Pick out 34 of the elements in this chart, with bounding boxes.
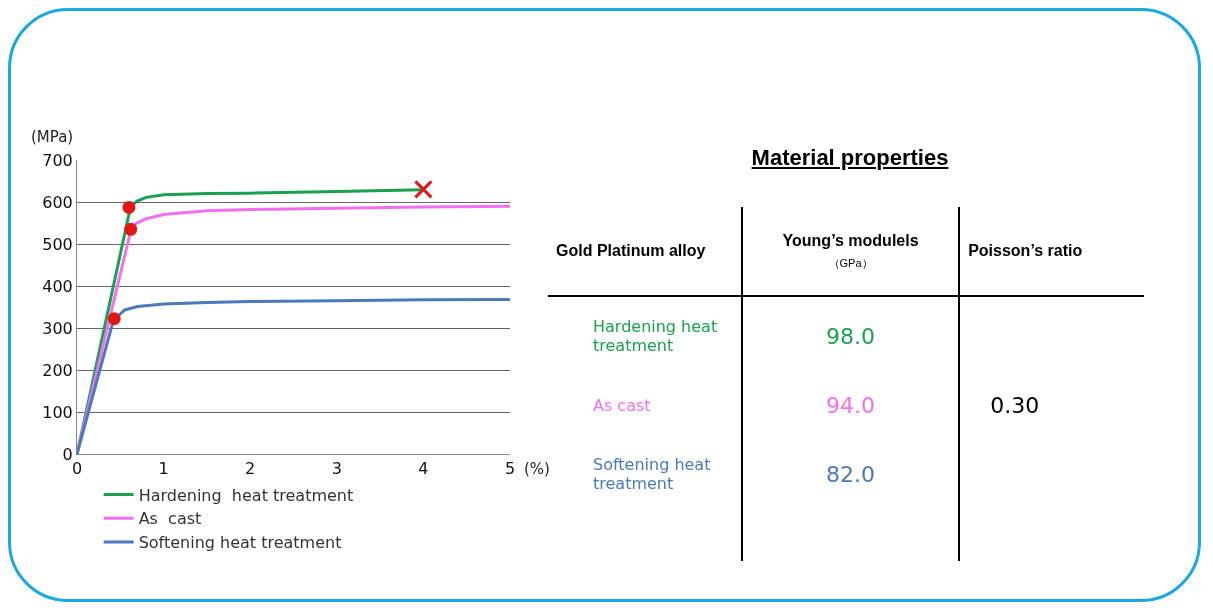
- y-tick-label: 400: [42, 276, 73, 296]
- text: 82.0: [826, 461, 876, 487]
- text: 94.0: [826, 392, 876, 418]
- legend-label: Hardening heat treatment: [138, 485, 354, 505]
- category-label: Hardening heat treatment: [592, 316, 719, 357]
- text: （GPa）: [827, 255, 874, 271]
- text: Young’s modulels: [782, 231, 919, 249]
- category-label: As cast: [592, 394, 652, 417]
- y-tick-label: 600: [42, 192, 73, 212]
- y-tick-label: 500: [42, 234, 73, 254]
- x-tick-label: 4: [418, 459, 429, 479]
- x-axis-title: (%): [524, 460, 550, 478]
- x-tick-label: 2: [245, 459, 256, 479]
- text: Poisson’s ratio: [959, 207, 1144, 296]
- x-tick-label: 3: [331, 459, 342, 479]
- point: [107, 312, 121, 326]
- y-axis-title: (MPa): [31, 128, 74, 146]
- text: 0.30: [989, 391, 1041, 420]
- point: [413, 179, 433, 199]
- y-tick-label: 100: [42, 402, 73, 422]
- legend-label: Softening heat treatment: [138, 533, 342, 553]
- text: 98.0: [826, 323, 876, 349]
- text: Material properties: [750, 145, 950, 171]
- y-tick-label: 300: [42, 318, 73, 338]
- category-label: Softening heat treatment: [592, 454, 712, 495]
- point: [124, 222, 138, 236]
- legend-label: As cast: [138, 509, 202, 529]
- y-tick-label: 700: [42, 150, 73, 170]
- point: [122, 200, 136, 214]
- x-tick-label: 1: [158, 459, 169, 479]
- text: Gold Platinum alloy: [548, 207, 742, 296]
- y-tick-label: 0: [62, 444, 73, 464]
- x-tick-label: 5: [504, 459, 516, 479]
- y-tick-label: 200: [42, 360, 73, 380]
